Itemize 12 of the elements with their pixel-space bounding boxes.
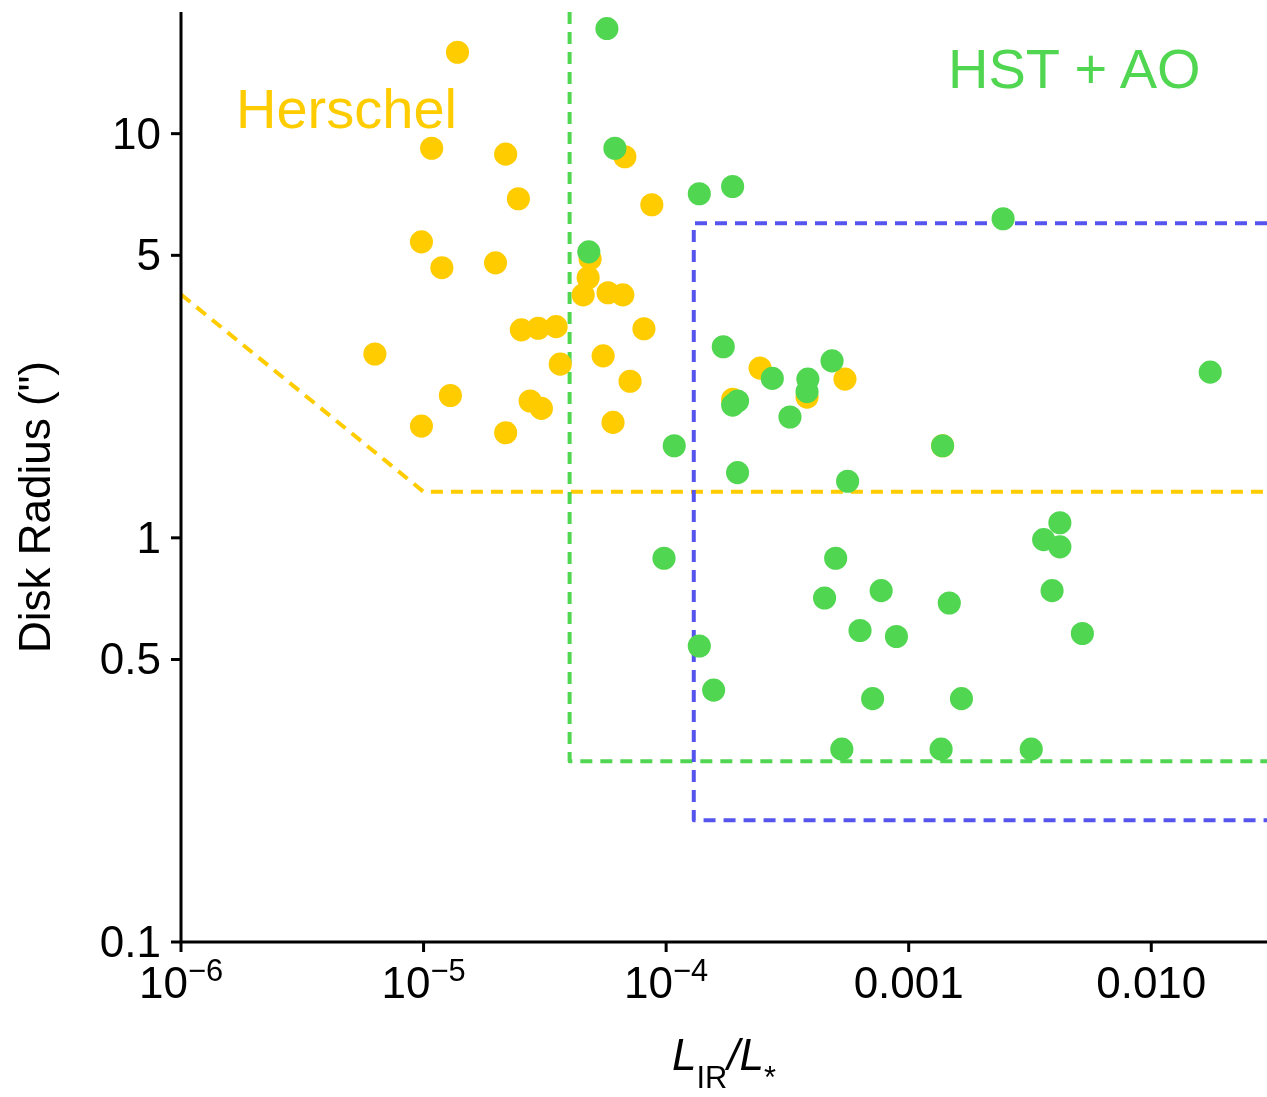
x-tick-label: 0.010: [1096, 958, 1207, 1007]
y-tick-label: 10: [112, 108, 161, 158]
x-tick-label: 10$^{−4}$: [624, 952, 709, 1007]
y-axis-title: Disk Radius ("): [10, 361, 59, 653]
series-label: Herschel: [236, 76, 457, 141]
y-tick-label: 1: [136, 512, 161, 562]
x-axis-title: L$_{IR}$/L$_{*}$: [672, 1030, 776, 1095]
text: HST + AO: [948, 36, 1201, 101]
x-tick-label: 10$^{−5}$: [381, 952, 466, 1007]
y-tick-label: 5: [136, 230, 161, 280]
y-tick-label: 0.5: [99, 634, 161, 684]
x-tick-label: 0.001: [853, 958, 964, 1007]
